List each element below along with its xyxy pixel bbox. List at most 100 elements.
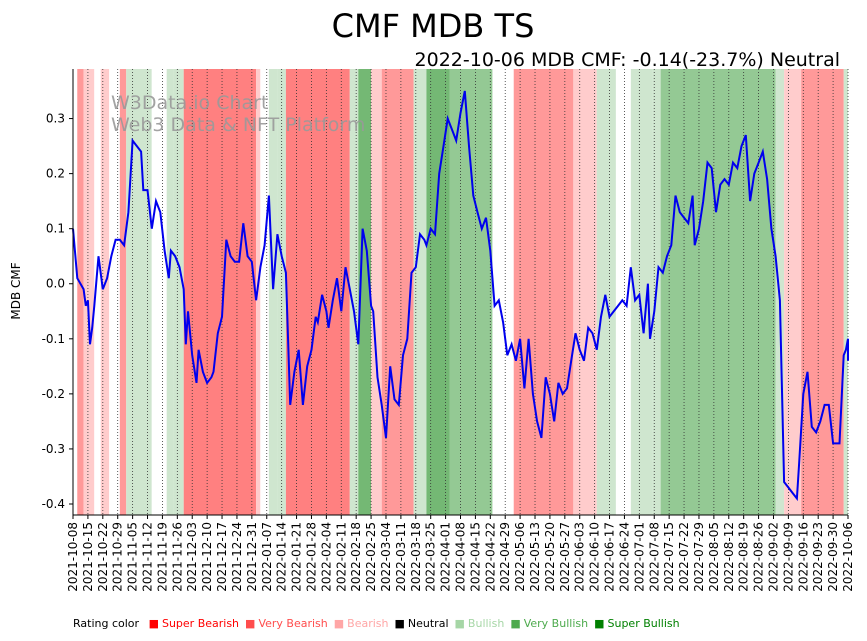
y-tick-label: 0.3 xyxy=(46,112,65,126)
rating-band-very-bullish xyxy=(660,69,776,515)
x-axis-ticks: 2021-10-08 2021-10-15 2021-10-22 2021-10-29… xyxy=(66,515,855,592)
x-tick-label: 2022-07-01 xyxy=(632,522,646,592)
x-tick-label: 2021-12-31 xyxy=(245,522,259,592)
legend-swatch: ■ xyxy=(148,617,159,630)
x-tick-label: 2022-02-04 xyxy=(319,522,333,592)
legend-swatch: ■ xyxy=(333,617,345,630)
rating-band-neutral xyxy=(492,69,514,515)
legend-item-super-bearish: ■ Super Bearish xyxy=(148,617,240,630)
x-tick-label: 2022-07-29 xyxy=(692,522,706,592)
rating-band-bearish xyxy=(573,69,597,515)
x-tick-label: 2022-03-25 xyxy=(424,522,438,592)
rating-band-bearish xyxy=(371,69,382,515)
legend-title: Rating color xyxy=(73,617,140,630)
x-tick-label: 2022-05-06 xyxy=(513,522,527,592)
legend-item-very-bearish: ■ Very Bearish xyxy=(245,617,328,630)
rating-legend: Rating color ■ Super Bearish ■ Very Bearish… xyxy=(73,617,692,630)
rating-band-very-bullish xyxy=(449,69,493,515)
x-tick-label: 2022-05-27 xyxy=(558,522,572,592)
x-tick-label: 2022-02-11 xyxy=(334,522,348,592)
x-tick-label: 2022-03-18 xyxy=(409,522,423,592)
x-tick-label: 2022-04-22 xyxy=(483,522,497,592)
watermark-line-2: Web3 Data & NFT Platform xyxy=(111,114,365,136)
x-tick-label: 2021-12-17 xyxy=(215,522,229,592)
cmf-series-line xyxy=(72,90,849,502)
x-tick-label: 2022-08-19 xyxy=(737,522,751,592)
x-tick-label: 2022-05-13 xyxy=(528,522,542,592)
x-tick-label: 2022-06-24 xyxy=(617,522,631,592)
x-tick-label: 2022-04-29 xyxy=(498,522,512,592)
legend-item-super-bullish: ■ Super Bullish xyxy=(594,617,680,630)
rating-band-bearish xyxy=(100,69,110,515)
x-tick-label: 2021-11-12 xyxy=(141,522,155,592)
legend-item-neutral: ■ Neutral xyxy=(394,617,449,630)
rating-band-bullish xyxy=(843,69,848,515)
x-tick-label: 2022-08-05 xyxy=(707,522,721,592)
y-tick-label: -0.1 xyxy=(42,332,65,346)
x-tick-label: 2021-12-10 xyxy=(200,522,214,592)
y-axis-label: MDB CMF xyxy=(9,262,23,319)
x-tick-label: 2022-08-12 xyxy=(722,522,736,592)
rating-band-bullish xyxy=(630,69,653,515)
y-tick-label: 0.2 xyxy=(46,167,65,181)
x-tick-label: 2022-04-08 xyxy=(454,522,468,592)
weekly-gridlines xyxy=(72,69,849,515)
x-tick-label: 2021-12-24 xyxy=(230,522,244,592)
legend-item-bullish: ■ Bullish xyxy=(454,617,505,630)
y-axis-ticks: 0.3 0.2 0.1 0.0 -0.1 -0.2 -0.3 -0.4 xyxy=(42,112,73,511)
rating-band-very-bearish xyxy=(119,69,127,515)
x-tick-label: 2022-05-20 xyxy=(543,522,557,592)
rating-band-bullish xyxy=(166,69,174,515)
x-tick-label: 2021-11-05 xyxy=(126,522,140,592)
x-tick-label: 2022-04-01 xyxy=(439,522,453,592)
legend-item-bearish: ■ Bearish xyxy=(333,617,389,630)
x-tick-label: 2022-06-03 xyxy=(573,522,587,592)
rating-band-bullish xyxy=(413,69,427,515)
rating-band-bearish xyxy=(83,69,95,515)
y-tick-label: -0.2 xyxy=(42,387,65,401)
rating-band-neutral xyxy=(109,69,120,515)
y-tick-label: -0.4 xyxy=(42,497,65,511)
x-tick-label: 2022-09-30 xyxy=(826,522,840,592)
x-tick-label: 2022-09-02 xyxy=(767,522,781,592)
rating-band-very-bearish xyxy=(381,69,414,515)
x-tick-label: 2022-03-04 xyxy=(379,522,393,592)
watermark-line-1: W3Data.io Chart xyxy=(111,92,268,114)
rating-band-very-bearish xyxy=(801,69,844,515)
x-tick-label: 2022-07-15 xyxy=(662,522,676,592)
rating-band-very-bearish xyxy=(513,69,574,515)
x-tick-label: 2022-09-09 xyxy=(781,522,795,592)
rating-band-super-bullish xyxy=(426,69,450,515)
x-tick-label: 2022-04-15 xyxy=(468,522,482,592)
legend-swatch: ■ xyxy=(594,617,605,630)
y-tick-label: -0.3 xyxy=(42,442,65,456)
x-tick-label: 2021-10-29 xyxy=(111,522,125,592)
rating-band-bullish xyxy=(349,69,359,515)
x-tick-label: 2022-06-17 xyxy=(603,522,617,592)
x-tick-label: 2022-03-11 xyxy=(394,522,408,592)
legend-swatch: ■ xyxy=(394,617,405,630)
y-tick-label: 0.0 xyxy=(46,277,65,291)
x-tick-label: 2022-09-23 xyxy=(811,522,825,592)
legend-item-very-bullish: ■ Very Bullish xyxy=(510,617,589,630)
chart-subtitle: 2022-10-06 MDB CMF: -0.14(-23.7%) Neutra… xyxy=(415,49,840,71)
legend-swatch: ■ xyxy=(245,617,256,630)
x-tick-label: 2021-11-19 xyxy=(155,522,169,592)
x-tick-label: 2022-07-22 xyxy=(677,522,691,592)
legend-swatch: ■ xyxy=(510,617,521,630)
rating-band-super-bullish xyxy=(358,69,372,515)
x-tick-label: 2022-07-08 xyxy=(647,522,661,592)
x-tick-label: 2022-01-14 xyxy=(275,522,289,592)
y-tick-label: 0.1 xyxy=(46,222,65,236)
x-tick-label: 2022-09-16 xyxy=(796,522,810,592)
x-tick-label: 2022-01-07 xyxy=(260,522,274,592)
x-tick-label: 2022-06-10 xyxy=(588,522,602,592)
rating-band-bullish xyxy=(173,69,184,515)
x-tick-label: 2022-02-18 xyxy=(349,522,363,592)
rating-band-very-bearish xyxy=(77,69,84,515)
rating-band-neutral xyxy=(615,69,631,515)
chart-title: CMF MDB TS xyxy=(332,7,535,45)
rating-band-bullish xyxy=(596,69,616,515)
x-tick-label: 2021-10-22 xyxy=(96,522,110,592)
